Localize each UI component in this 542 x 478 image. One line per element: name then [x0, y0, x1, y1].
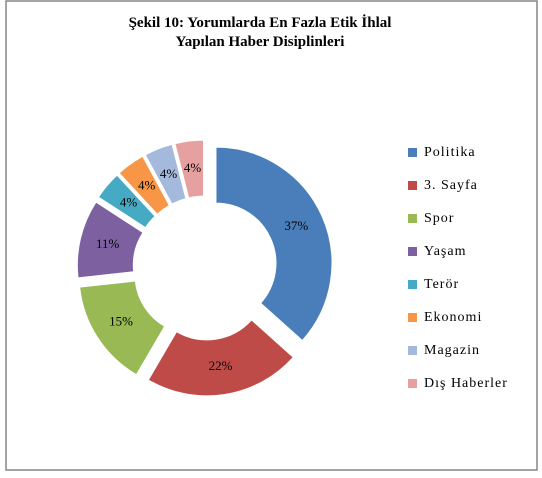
legend-label: Ekonomi	[424, 310, 482, 325]
chart-title: Şekil 10: Yorumlarda En Fazla Etik İhlal…	[128, 15, 392, 50]
donut-slice	[147, 319, 294, 397]
legend-label: Spor	[424, 211, 454, 226]
data-label: 4%	[138, 178, 156, 193]
legend-label: Terör	[424, 277, 459, 292]
donut-slice	[144, 143, 187, 205]
donut-slice	[118, 155, 171, 215]
legend-swatch	[408, 313, 417, 322]
donut-slice	[79, 280, 166, 376]
data-label: 15%	[109, 313, 133, 328]
legend-label: 3. Sayfa	[424, 178, 478, 193]
donut-slice	[215, 146, 333, 342]
data-label: 4%	[184, 160, 202, 175]
legend-label: Yaşam	[424, 244, 466, 259]
legend-label: Dış Haberler	[424, 376, 508, 391]
donut-slice	[174, 139, 205, 199]
legend-swatch	[408, 148, 417, 157]
data-label: 4%	[120, 195, 138, 210]
data-label: 37%	[284, 218, 308, 233]
legend-swatch	[408, 346, 417, 355]
data-label: 11%	[96, 236, 120, 251]
legend-swatch	[408, 214, 417, 223]
legend-swatch	[408, 247, 417, 256]
donut-slice	[97, 174, 156, 229]
data-label: 22%	[209, 358, 233, 373]
legend-label: Politika	[424, 145, 476, 160]
legend-label: Magazin	[424, 343, 480, 358]
legend-swatch	[408, 379, 417, 388]
chart-border	[5, 0, 538, 471]
data-label: 4%	[160, 166, 178, 181]
donut-slice	[76, 201, 144, 279]
legend-swatch	[408, 280, 417, 289]
legend-swatch	[408, 181, 417, 190]
